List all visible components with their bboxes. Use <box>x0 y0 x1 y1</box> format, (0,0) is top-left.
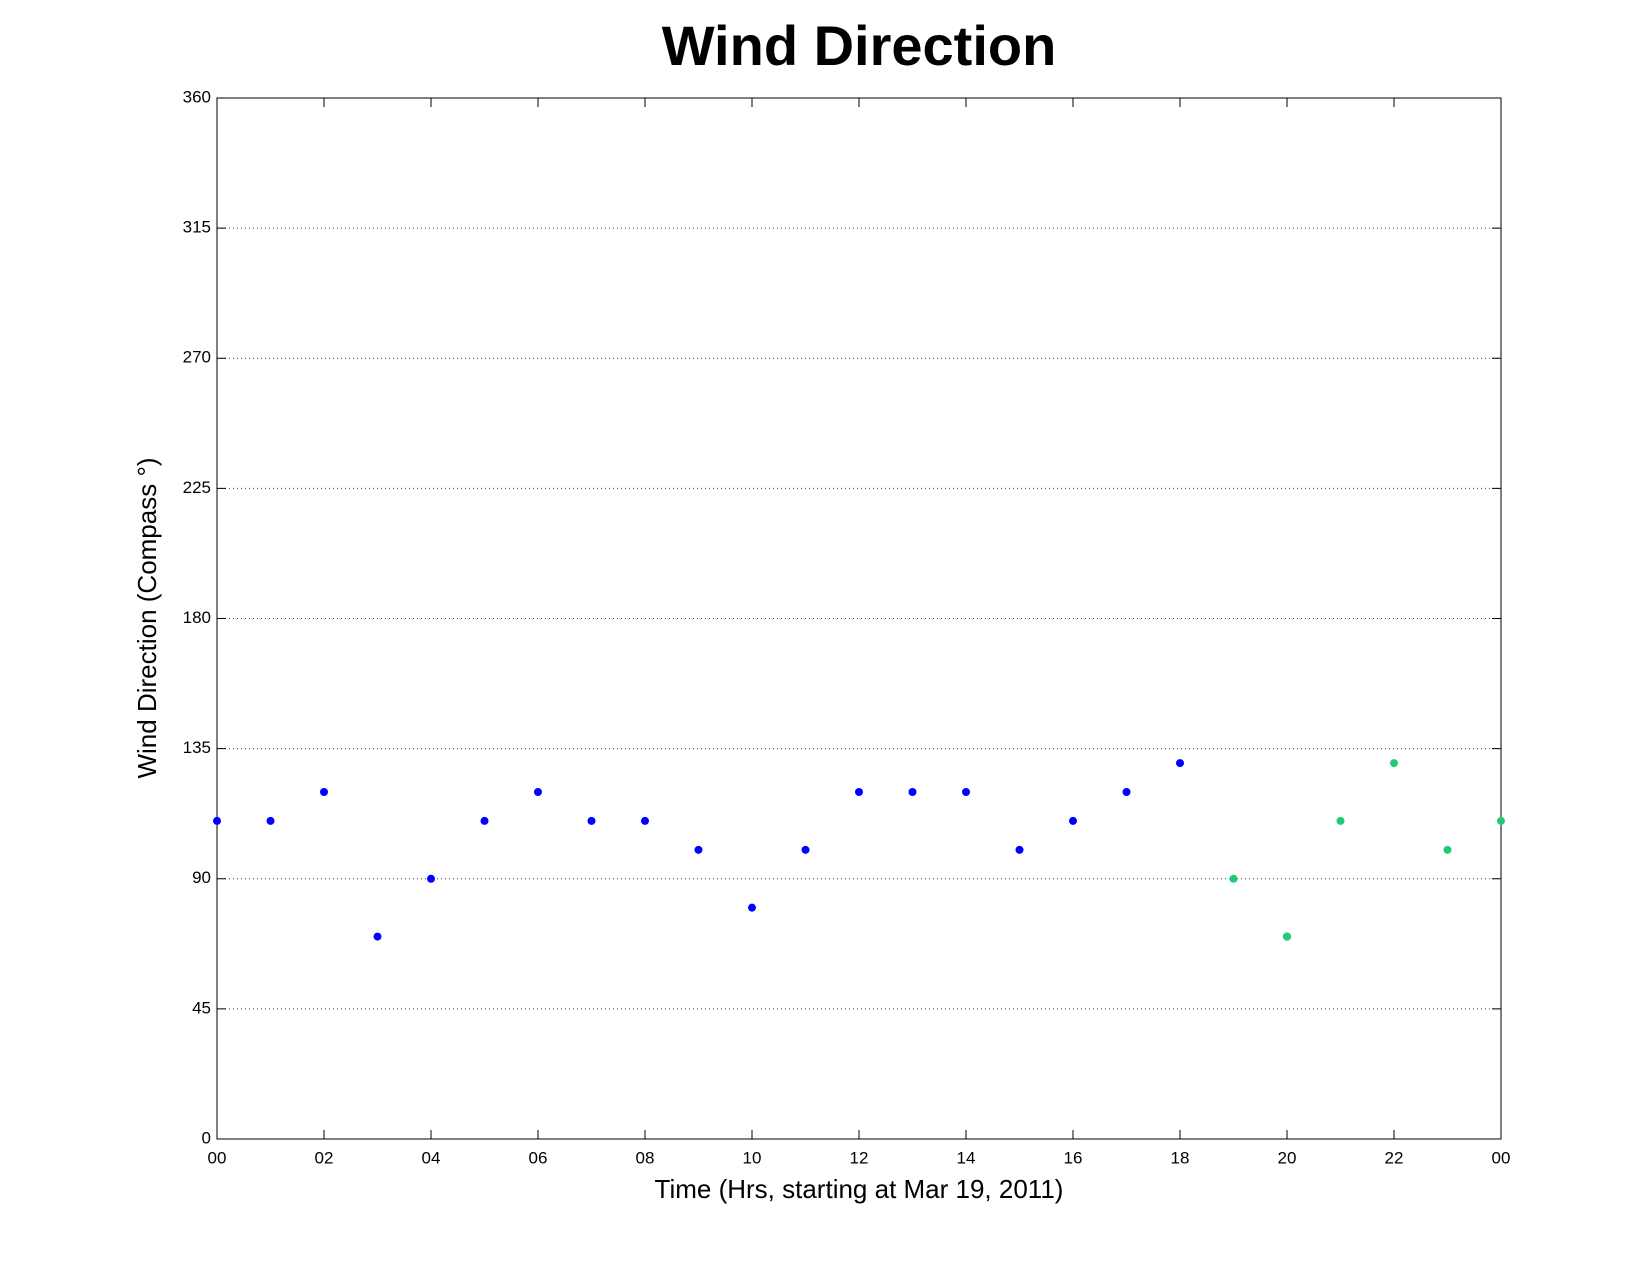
x-tick-label: 16 <box>1064 1148 1083 1167</box>
point <box>748 903 756 912</box>
x-tick-label: 08 <box>636 1148 655 1167</box>
point <box>641 816 649 825</box>
x-axis-label: Time (Hrs, starting at Mar 19, 2011) <box>655 1174 1064 1204</box>
point <box>1283 932 1291 941</box>
y-tick-label: 360 <box>183 87 211 106</box>
point <box>427 874 435 883</box>
point <box>1069 816 1077 825</box>
point <box>855 788 863 796</box>
point <box>1336 816 1345 825</box>
x-tick-label: 12 <box>850 1148 869 1167</box>
x-tick-label: 02 <box>315 1148 334 1167</box>
x-tick-label: 20 <box>1278 1148 1297 1167</box>
point <box>908 788 917 796</box>
point <box>801 845 810 854</box>
point <box>1229 874 1238 883</box>
plot-frame <box>216 97 1502 1140</box>
chart-title: Wind Direction <box>662 14 1057 77</box>
point <box>213 816 221 825</box>
point <box>1176 759 1184 768</box>
point <box>1122 788 1131 796</box>
x-tick-label: 06 <box>529 1148 548 1167</box>
x-tick-label: 04 <box>422 1148 441 1167</box>
x-tick-label: 10 <box>743 1148 762 1167</box>
x-tick-label: 00 <box>208 1148 227 1167</box>
point <box>1390 759 1398 768</box>
point <box>373 932 382 941</box>
y-tick-label: 315 <box>183 218 211 237</box>
x-tick-label: 14 <box>957 1148 976 1167</box>
point <box>1015 845 1024 854</box>
y-tick-label: 135 <box>183 738 211 757</box>
point <box>320 788 328 796</box>
y-tick-label: 90 <box>192 868 211 887</box>
point <box>587 816 596 825</box>
point <box>694 845 703 854</box>
point <box>962 788 970 796</box>
point <box>1497 816 1505 825</box>
point <box>1443 845 1452 854</box>
x-tick-label: 22 <box>1385 1148 1404 1167</box>
y-axis-label: Wind Direction (Compass °) <box>132 457 162 778</box>
x-tick-label: 00 <box>1492 1148 1511 1167</box>
x-tick-label: 18 <box>1171 1148 1190 1167</box>
y-tick-label: 180 <box>183 608 211 627</box>
point <box>266 816 275 825</box>
point <box>480 816 489 825</box>
y-tick-label: 225 <box>183 478 211 497</box>
point <box>534 788 542 796</box>
y-tick-label: 45 <box>192 998 211 1017</box>
y-tick-label: 0 <box>202 1128 211 1147</box>
y-tick-label: 270 <box>183 348 211 367</box>
